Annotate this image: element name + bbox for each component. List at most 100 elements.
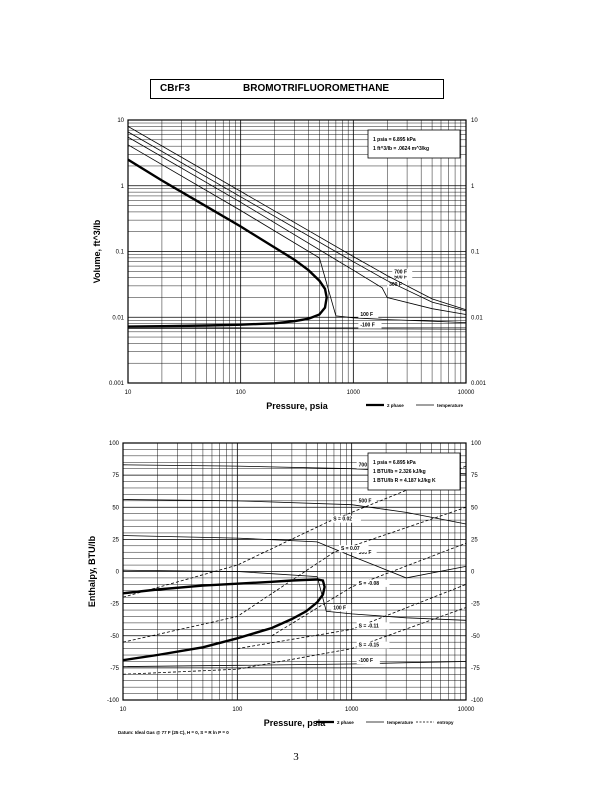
chart1-series-label-bg (358, 310, 379, 318)
chart1-series-label: 100 F (360, 312, 373, 318)
chart2-y-tick-label-right: 75 (471, 473, 478, 479)
chart1-y-tick-label-right: 10 (471, 118, 478, 124)
chart2-y-tick-label-left: 100 (109, 441, 120, 447)
chart2-x-tick-label: 100 (232, 707, 243, 713)
chart2-y-tick-label-right: -50 (471, 634, 480, 640)
chart1-x-tick-label: 1000 (347, 390, 361, 396)
chart2-series--100-f (122, 661, 467, 667)
chart1-x-tick-label: 10 (125, 390, 132, 396)
chart1-series-700-f (127, 126, 467, 311)
chart2-y-tick-label-left: -75 (110, 666, 119, 672)
chart2-series-label-bg (338, 545, 369, 553)
chart2-series-label-bg (356, 657, 380, 665)
chart2-series-s-0-08 (271, 542, 467, 637)
chart2-series-s-0-02 (122, 465, 467, 598)
chart2-series-label: -100 F (359, 658, 373, 664)
chart2-legend-label: entropy (437, 720, 454, 725)
chart2-y-tick-label-left: 50 (112, 505, 119, 511)
chart2-series-label: 500 F (359, 499, 372, 505)
chart2-series-label-bg (356, 579, 390, 587)
chart2-y-tick-label-left: 25 (112, 537, 119, 543)
chart1-series-300-f (127, 136, 467, 315)
chart2-series-label: S = 0.07 (341, 546, 360, 552)
chart1-y-tick-label-right: 1 (471, 184, 475, 190)
chart2-y-tick-label-right: 100 (471, 441, 482, 447)
chart1-y-tick-label-left: 1 (121, 184, 125, 190)
chart2-series-two-phase (122, 578, 326, 662)
chart2-series-label: 100 F (333, 605, 346, 611)
chart2-series-300-f (122, 535, 467, 579)
chart1-series-label: 700 F (394, 270, 407, 276)
chart1-series-label-bg (392, 273, 413, 281)
chart2-y-tick-label-left: -50 (110, 634, 119, 640)
chart2-y-tick-label-left: -100 (107, 698, 120, 704)
chart1-legend-label: temperature (437, 403, 464, 408)
chart1-series-label: 500 F (394, 275, 407, 281)
chart1-x-tick-label: 100 (236, 390, 247, 396)
chart2-series-label: 300 F (359, 550, 372, 556)
chart2-y-tick-label-right: -100 (471, 698, 484, 704)
chart1-conversion-box (367, 129, 461, 159)
chart1-y-tick-label-left: 0.01 (112, 315, 124, 321)
chart1-legend-label: 2 phase (387, 403, 404, 408)
chart1-y-axis-label: Volume, ft^3/lb (92, 219, 102, 283)
chart2-series-label: 700 F (359, 463, 372, 469)
compound-name: BROMOTRIFLUOROMETHANE (243, 83, 390, 94)
chart2-series-label-bg (356, 497, 377, 505)
chart2-series-label-bg (356, 461, 377, 469)
chart1-conversion-note: 1 psia = 6.895 kPa (373, 137, 416, 143)
chart2-series-s-0-11 (237, 584, 467, 649)
chart1-series-label-bg (387, 280, 408, 288)
chart1-y-tick-label-right: 0.001 (471, 381, 487, 387)
chart1-series-100-f (127, 144, 467, 323)
chart2-legend-label: temperature (387, 720, 414, 725)
chart2-y-tick-label-left: 75 (112, 473, 119, 479)
chart1-y-tick-label-left: 10 (117, 118, 124, 124)
chart2-legend-label: 2 phase (337, 720, 354, 725)
chart1-y-tick-label-left: 0.001 (109, 381, 125, 387)
chart2-footnote: Datum: Ideal Gas @ 77 F (25 C), H = 0, S… (118, 730, 229, 735)
chart1-x-axis-label: Pressure, psia (266, 401, 329, 411)
chart2-series-label-bg (356, 622, 390, 630)
chart1-series-500-f (127, 131, 467, 312)
chart2-series-s-0-07 (122, 506, 467, 643)
chart2-x-tick-label: 1000 (345, 707, 359, 713)
chart2-series-100-f (122, 569, 467, 621)
chart2-y-axis-label: Enthalpy, BTU/lb (87, 535, 97, 607)
chart2-conversion-note: 1 BTU/lb = 2.326 kJ/kg (373, 469, 426, 475)
chart2-y-tick-label-left: -25 (110, 602, 119, 608)
chart1-plot-frame (127, 119, 467, 384)
chart2-series-label: S = -0.11 (359, 623, 379, 629)
chart2-y-tick-label-left: 0 (116, 570, 120, 576)
chart2-y-tick-label-right: 50 (471, 505, 478, 511)
chart-header-box: CBrF3 BROMOTRIFLUOROMETHANE (150, 79, 444, 99)
chart1-y-tick-label-right: 0.01 (471, 315, 483, 321)
chart2-series-label-bg (331, 515, 361, 523)
chart1-conversion-note: 1 ft^3/lb = .0624 m^3/kg (373, 146, 429, 152)
chart1-x-tick-label: 10000 (458, 390, 475, 396)
compound-formula: CBrF3 (160, 83, 191, 94)
chart1-series-label: -100 F (360, 323, 374, 329)
chart1-series-label-bg (358, 321, 382, 329)
chart1-grid (127, 120, 466, 384)
chart2-series-label-bg (331, 604, 352, 612)
chart2-y-tick-label-right: 0 (471, 570, 475, 576)
chart2-x-tick-label: 10000 (458, 707, 475, 713)
chart2-y-tick-label-right: -25 (471, 602, 480, 608)
chart2-series-label: S = -0.08 (359, 581, 380, 587)
chart1-series--100-f (128, 327, 467, 330)
page-number: 3 (293, 751, 299, 763)
chart1-series-label-bg (392, 268, 413, 276)
chart1-y-tick-label-right: 0.1 (471, 250, 480, 256)
chart2-plot-frame (122, 442, 467, 701)
chart2-series-500-f (122, 499, 467, 525)
chart1-y-tick-label-left: 0.1 (116, 250, 125, 256)
chart2-series-s-0-15 (122, 607, 467, 675)
chart1-series-two-phase (127, 158, 328, 328)
chart2-y-tick-label-right: 25 (471, 537, 478, 543)
chart2-x-axis-label: Pressure, psia (264, 718, 327, 728)
chart2-series-label: S = 0.02 (333, 517, 352, 523)
chart2-x-tick-label: 10 (120, 707, 127, 713)
chart2-y-tick-label-right: -75 (471, 666, 480, 672)
